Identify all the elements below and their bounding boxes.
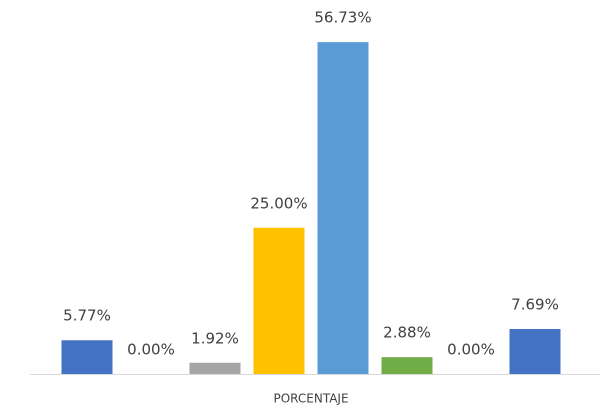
bar — [317, 42, 369, 374]
data-label: 25.00% — [250, 194, 307, 212]
bar — [61, 340, 113, 374]
bar — [381, 357, 433, 374]
data-label: 56.73% — [314, 9, 371, 27]
data-label: 5.77% — [63, 307, 111, 325]
data-label: 0.00% — [127, 341, 175, 359]
data-label: 0.00% — [447, 341, 495, 359]
data-label: 7.69% — [511, 296, 559, 314]
bar — [509, 329, 561, 374]
data-label: 2.88% — [383, 324, 431, 342]
bar — [189, 362, 241, 374]
x-tick-label: PORCENTAJE — [273, 392, 348, 406]
data-label: 1.92% — [191, 329, 239, 347]
bar — [253, 227, 305, 374]
